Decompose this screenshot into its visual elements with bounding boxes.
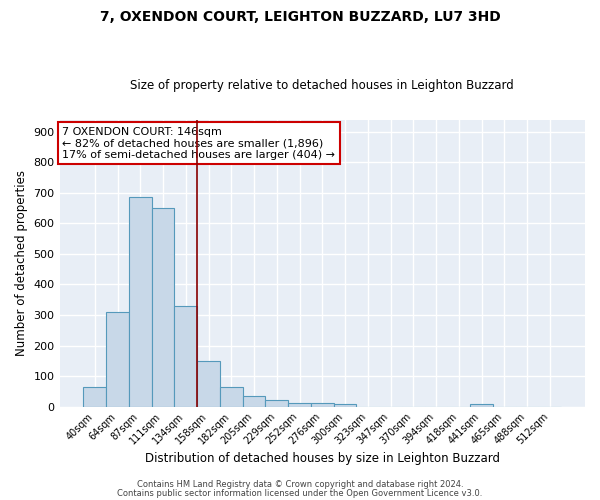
- Bar: [106, 312, 129, 406]
- Text: 7 OXENDON COURT: 146sqm
← 82% of detached houses are smaller (1,896)
17% of semi: 7 OXENDON COURT: 146sqm ← 82% of detache…: [62, 126, 335, 160]
- Bar: [175, 306, 197, 406]
- Bar: [265, 400, 288, 406]
- Bar: [311, 403, 334, 406]
- Bar: [152, 208, 175, 406]
- Y-axis label: Number of detached properties: Number of detached properties: [15, 170, 28, 356]
- Title: Size of property relative to detached houses in Leighton Buzzard: Size of property relative to detached ho…: [130, 79, 514, 92]
- Text: Contains HM Land Registry data © Crown copyright and database right 2024.: Contains HM Land Registry data © Crown c…: [137, 480, 463, 489]
- Bar: [470, 404, 493, 406]
- Bar: [220, 386, 242, 406]
- Bar: [334, 404, 356, 406]
- Bar: [197, 361, 220, 406]
- Bar: [242, 396, 265, 406]
- Bar: [129, 198, 152, 406]
- Bar: [83, 386, 106, 406]
- X-axis label: Distribution of detached houses by size in Leighton Buzzard: Distribution of detached houses by size …: [145, 452, 500, 465]
- Bar: [288, 403, 311, 406]
- Text: Contains public sector information licensed under the Open Government Licence v3: Contains public sector information licen…: [118, 488, 482, 498]
- Text: 7, OXENDON COURT, LEIGHTON BUZZARD, LU7 3HD: 7, OXENDON COURT, LEIGHTON BUZZARD, LU7 …: [100, 10, 500, 24]
